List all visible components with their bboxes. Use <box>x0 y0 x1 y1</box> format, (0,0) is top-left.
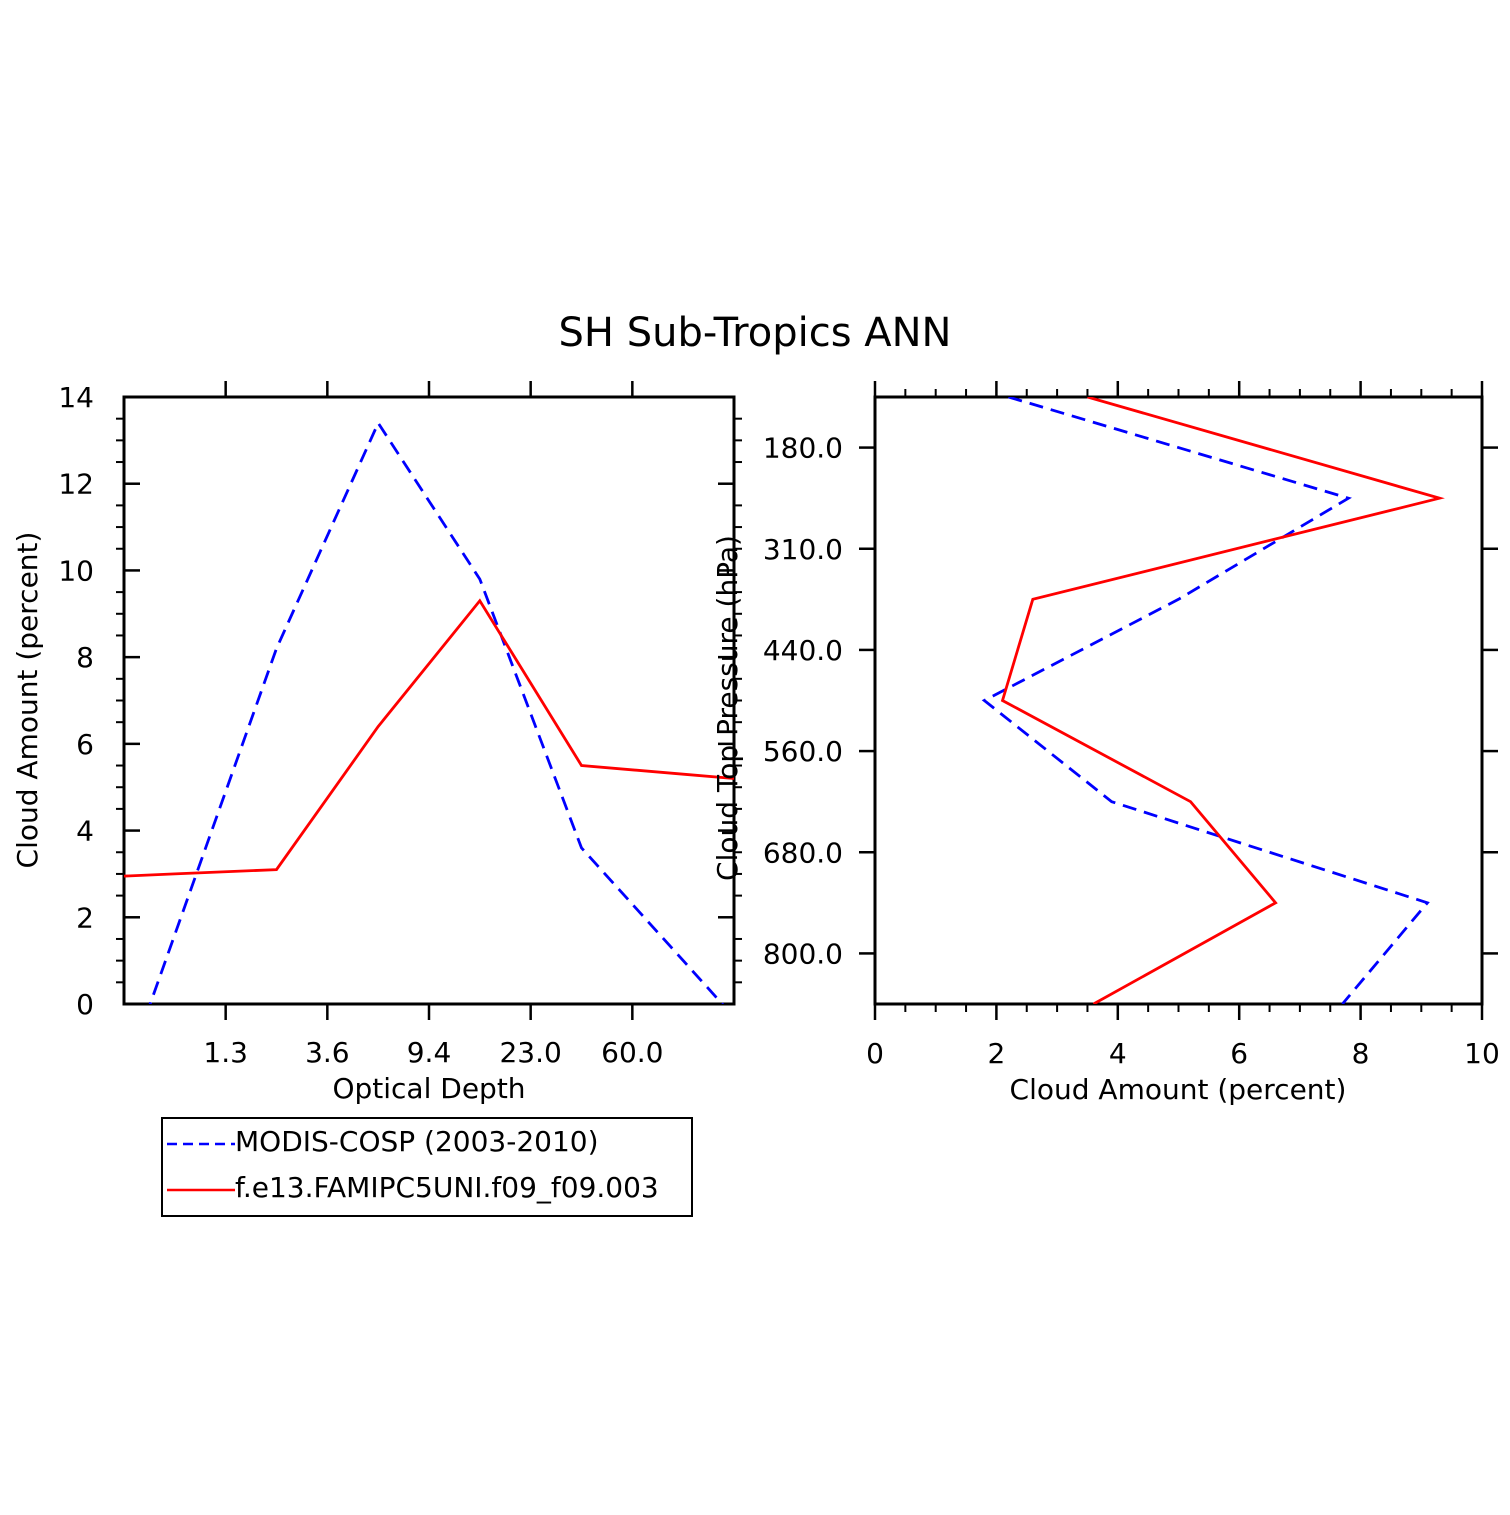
right-plot-frame <box>873 395 1484 1006</box>
right-y-tick-label: 680.0 <box>763 836 843 869</box>
dashed-line-icon <box>167 1142 235 1146</box>
left-y-axis-label: Cloud Amount (percent) <box>11 532 44 869</box>
right-x-axis-label: Cloud Amount (percent) <box>1010 1073 1347 1106</box>
right-x-tick-label: 2 <box>987 1037 1005 1070</box>
left-x-axis-label: Optical Depth <box>332 1072 525 1105</box>
right-panel: 180.0 310.0 440.0 560.0 680.0 800.0 0 2 4 6 8 10 C… <box>711 381 1500 1106</box>
left-series-line-model <box>124 598 734 878</box>
solid-line-icon <box>167 1188 235 1192</box>
right-series-line-model <box>1000 397 1445 1004</box>
left-series <box>124 420 734 1004</box>
legend-label-model: f.e13.FAMIPC5UNI.f09_f09.003 <box>235 1171 659 1204</box>
legend-item-obs: MODIS-COSP (2003-2010) <box>163 1121 693 1167</box>
right-series-line-obs <box>981 397 1430 1004</box>
right-x-tick-label: 8 <box>1352 1037 1370 1070</box>
right-y-tick-label: 440.0 <box>763 634 843 667</box>
left-x-tick-label: 1.3 <box>203 1036 248 1069</box>
left-series-line-obs <box>148 420 725 1004</box>
right-x-ticks: 0 2 4 6 8 10 <box>866 381 1500 1070</box>
right-x-tick-label: 4 <box>1109 1037 1127 1070</box>
left-y-tick-label: 8 <box>76 641 94 674</box>
left-y-ticks: 0 2 4 6 8 10 12 14 <box>58 381 742 1021</box>
left-y-tick-label: 4 <box>76 815 94 848</box>
left-x-ticks: 1.3 3.6 9.4 23.0 60.0 <box>203 381 664 1069</box>
left-y-tick-label: 0 <box>76 988 94 1021</box>
left-y-tick-label: 2 <box>76 901 94 934</box>
right-x-tick-label: 6 <box>1230 1037 1248 1070</box>
right-y-ticks: 180.0 310.0 440.0 560.0 680.0 800.0 <box>763 432 1498 970</box>
right-y-tick-label: 310.0 <box>763 533 843 566</box>
right-series <box>981 397 1445 1004</box>
left-x-tick-label: 3.6 <box>305 1036 350 1069</box>
right-y-tick-label: 800.0 <box>763 937 843 970</box>
right-y-tick-label: 560.0 <box>763 735 843 768</box>
left-y-tick-label: 14 <box>58 381 94 414</box>
legend-label-obs: MODIS-COSP (2003-2010) <box>235 1125 599 1158</box>
chart-title: SH Sub-Tropics ANN <box>559 310 952 356</box>
left-y-tick-label: 10 <box>58 554 94 587</box>
left-y-tick-label: 12 <box>58 468 94 501</box>
legend: MODIS-COSP (2003-2010) f.e13.FAMIPC5UNI.… <box>161 1117 693 1217</box>
right-x-tick-label: 10 <box>1464 1037 1500 1070</box>
left-x-tick-label: 60.0 <box>601 1036 663 1069</box>
right-x-tick-label: 0 <box>866 1037 884 1070</box>
legend-item-model: f.e13.FAMIPC5UNI.f09_f09.003 <box>163 1167 693 1213</box>
right-y-tick-label: 180.0 <box>763 432 843 465</box>
right-y-axis-label: Cloud Top Pressure (hPa) <box>711 535 744 881</box>
left-plot-frame <box>122 395 736 1006</box>
left-x-tick-label: 9.4 <box>407 1036 452 1069</box>
left-y-tick-label: 6 <box>76 728 94 761</box>
left-x-tick-label: 23.0 <box>499 1036 561 1069</box>
left-panel: 0 2 4 6 8 10 12 14 1.3 3.6 9.4 23.0 60.0 Optical De… <box>11 381 742 1105</box>
